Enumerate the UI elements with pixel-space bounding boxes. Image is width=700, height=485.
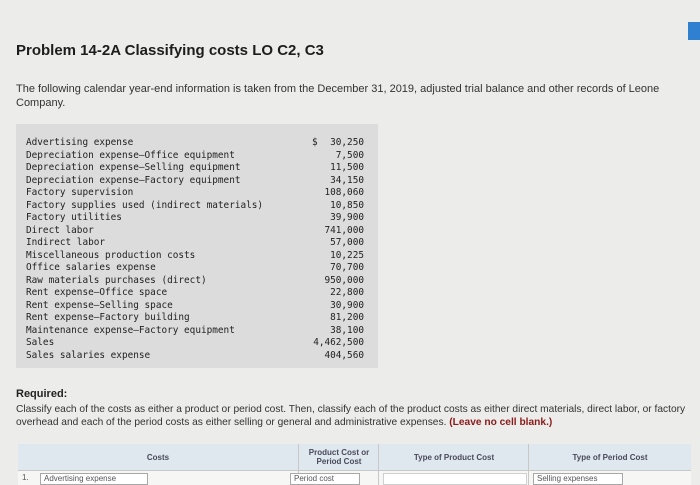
costs-header: Costs [18,444,298,470]
type-period-cost-header: Type of Period Cost [528,444,691,470]
account-row: Direct labor 741,000 [16,225,378,237]
account-label: Maintenance expense—Factory equipment [26,324,235,336]
account-label: Sales salaries expense [26,349,151,361]
account-row: Rent expense—Office space 22,800 [16,287,378,299]
table-cell [378,470,529,485]
account-row: Sales 4,462,500 [16,337,378,349]
account-value: 404,560 [324,349,364,361]
account-row: Factory supervision 108,060 [16,187,378,199]
account-label: Sales [26,337,55,348]
account-label: Factory supervision [26,187,134,198]
account-value: 57,000 [330,237,364,248]
account-row: Miscellaneous production costs 10,225 [16,250,378,262]
type-product-cost-select[interactable] [383,473,527,485]
table-cell: Period cost [290,470,379,485]
account-row: Office salaries expense 70,700 [16,262,378,274]
account-label: Rent expense—Selling space [26,299,173,311]
account-value: 30,900 [330,299,364,311]
account-row: Factory supplies used (indirect material… [16,200,378,212]
account-value: 70,700 [330,262,364,273]
account-value: 30,250 [330,137,364,148]
trial-balance-panel: Advertising expense $ 30,250 Depreciatio… [16,124,378,368]
account-label: Direct labor [26,224,94,236]
row-number: 1. [22,473,29,482]
account-row: Depreciation expense—Office equipment 7,… [16,150,378,162]
account-value: 10,225 [330,249,364,261]
account-value: 81,200 [330,312,364,323]
required-instructions: Classify each of the costs as either a p… [16,403,692,429]
account-row: Raw materials purchases (direct) 950,000 [16,275,378,287]
account-label: Rent expense—Office space [26,287,168,298]
problem-title: Problem 14-2A Classifying costs LO C2, C… [16,42,324,59]
account-label: Depreciation expense—Selling equipment [26,162,241,173]
intro-text: The following calendar year-end informat… [16,83,660,109]
account-label: Office salaries expense [26,262,156,273]
account-label: Factory supplies used (indirect material… [26,199,264,211]
table-row: 1. Advertising expense [18,470,298,485]
account-row: Advertising expense $ 30,250 [16,137,378,149]
account-value: 10,850 [330,199,364,211]
account-value: 38,100 [330,324,364,336]
type-product-cost-header: Type of Product Cost [378,444,529,470]
account-value: 39,900 [330,212,364,223]
required-note: (Leave no cell blank.) [449,417,553,428]
required-heading: Required: [16,388,68,400]
account-value: 34,150 [330,174,364,186]
account-value: 108,060 [324,187,364,198]
account-value: 11,500 [330,162,364,173]
account-row: Sales salaries expense 404,560 [16,350,378,362]
account-row: Maintenance expense—Factory equipment 38… [16,325,378,337]
corner-tab [688,22,700,40]
dollar-sign: $ [312,137,318,148]
account-value: 741,000 [324,224,364,236]
account-label: Factory utilities [26,212,122,223]
account-label: Indirect labor [26,237,106,248]
account-row: Rent expense—Factory building 81,200 [16,312,378,324]
account-label: Advertising expense [26,137,134,148]
account-value: 22,800 [330,287,364,298]
account-row: Indirect labor 57,000 [16,237,378,249]
account-row: Depreciation expense—Factory equipment 3… [16,175,378,187]
required-text: Classify each of the costs as either a p… [16,404,686,428]
product-or-period-select[interactable]: Period cost [290,473,360,485]
table-cell: Selling expenses [528,470,691,485]
account-label: Depreciation expense—Office equipment [26,149,235,161]
account-label: Rent expense—Factory building [26,312,190,323]
cost-input[interactable]: Advertising expense [40,473,148,485]
product-or-period-header: Product Cost or Period Cost [298,444,379,470]
account-label: Raw materials purchases (direct) [26,274,207,286]
account-label: Miscellaneous production costs [26,249,196,261]
account-row: Factory utilities 39,900 [16,212,378,224]
account-value: 4,462,500 [313,337,364,348]
account-row: Depreciation expense—Selling equipment 1… [16,162,378,174]
account-label: Depreciation expense—Factory equipment [26,174,241,186]
type-period-cost-select[interactable]: Selling expenses [533,473,623,485]
account-row: Rent expense—Selling space 30,900 [16,300,378,312]
account-value: 950,000 [324,274,364,286]
account-value: 7,500 [335,149,364,161]
